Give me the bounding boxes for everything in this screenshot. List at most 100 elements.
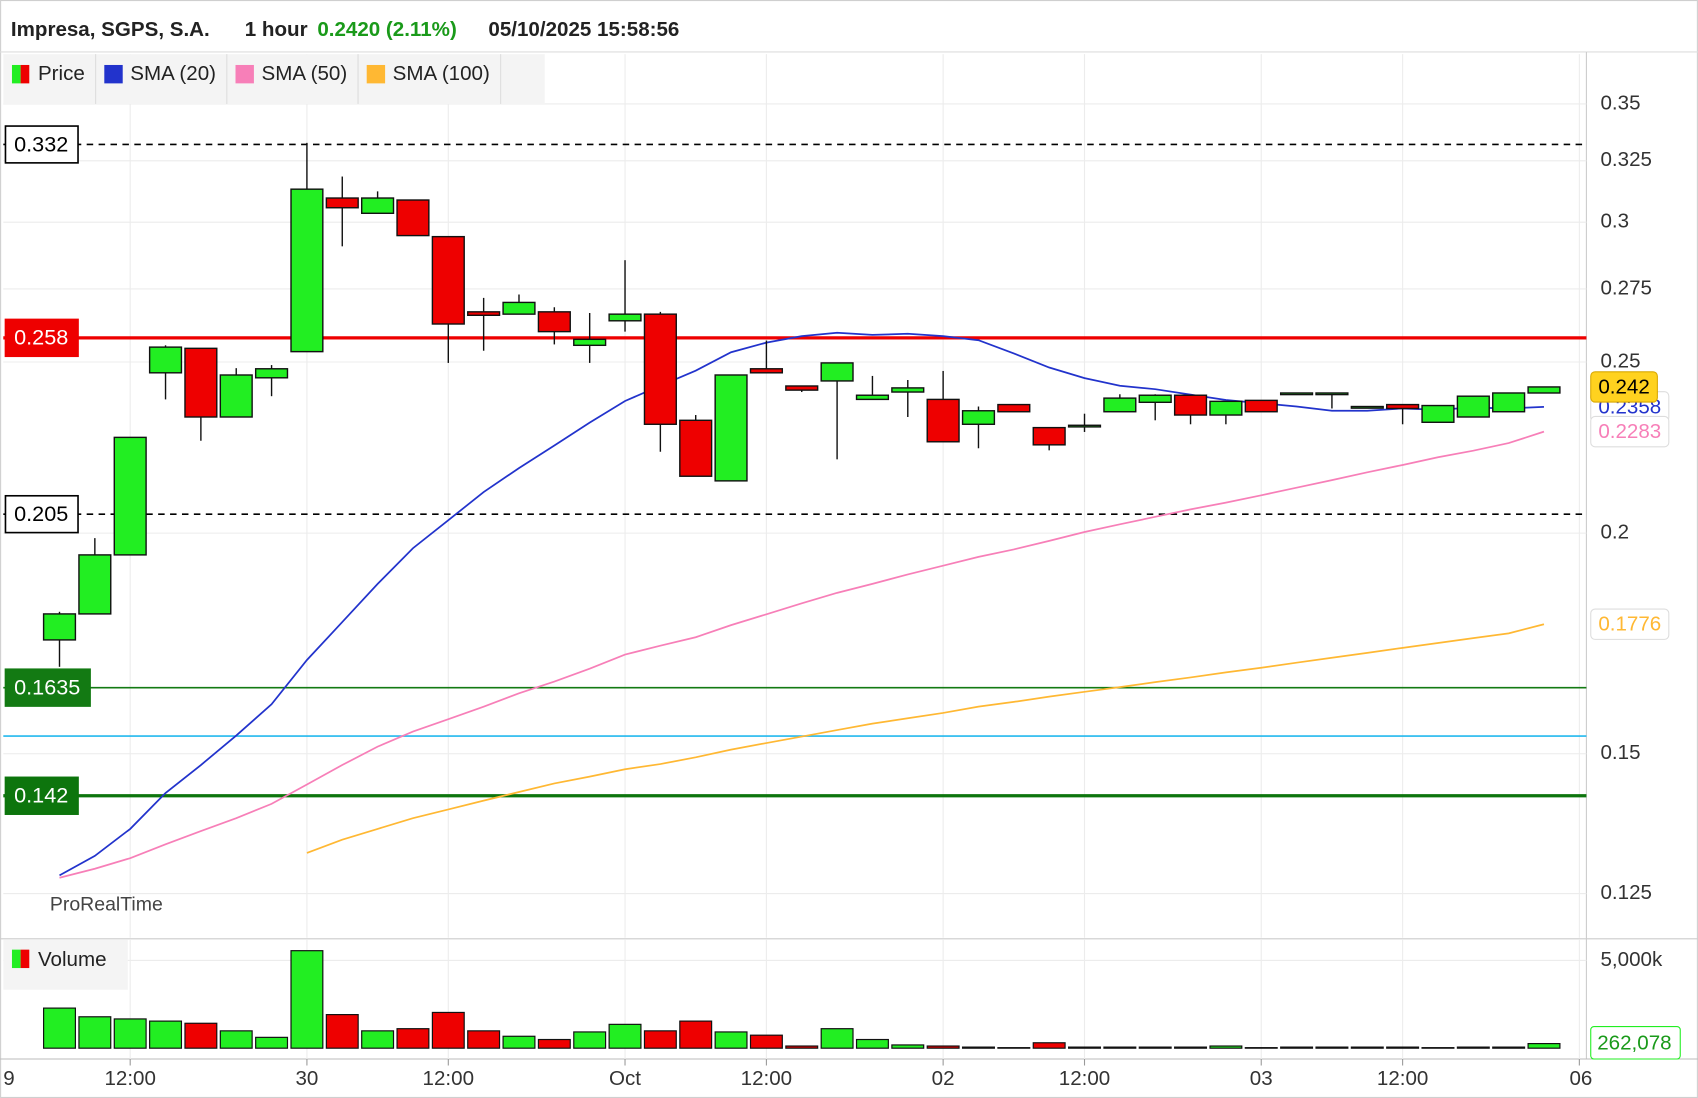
candle-body [573,338,607,347]
volume-bar [255,1036,289,1049]
y-tick-label: 0.3 [1600,210,1629,233]
candle-body [78,554,112,615]
candle-body [1209,400,1243,416]
candle-body [1032,426,1066,446]
volume-bar [891,1044,925,1049]
volume-bar [855,1038,889,1049]
volume-bar [1527,1042,1561,1049]
volume-bars [42,950,1561,1049]
volume-bar [184,1022,218,1049]
legend-swatch [366,64,386,84]
candle-body [1456,395,1490,418]
sma-line [59,331,1545,877]
volume-bar [926,1045,960,1049]
x-tick-label: 06 [1569,1067,1592,1090]
legend-swatch [20,64,30,84]
candle-body [891,387,925,393]
candle-body [1492,392,1526,413]
legend-label: Volume [38,948,107,971]
x-tick-label: Oct [609,1067,641,1090]
candle-body [643,313,677,425]
header: Impresa, SGPS, S.A. 1 hour 0.2420 (2.11%… [11,18,679,41]
candle-body [820,362,854,382]
price-tag [1590,371,1658,403]
level-tag [4,776,79,815]
level-tag [4,125,79,164]
y-tick-label: 0.275 [1600,276,1651,299]
volume-bar [78,1016,112,1049]
volume-bar [1244,1047,1278,1049]
volume-bar [1032,1042,1066,1049]
level-tag [4,668,91,707]
y-tick-label: 0.2 [1600,521,1629,544]
candle-body [1421,404,1455,423]
volume-bar [396,1028,430,1049]
volume-bar [1386,1046,1420,1049]
candle-body [254,368,289,379]
price-tag-label: 0.1776 [1598,613,1661,636]
volume-bar [961,1046,995,1049]
volume-bar [997,1047,1031,1049]
volume-bar [1421,1047,1455,1049]
change: 0.2420 (2.11%) [317,18,456,41]
y-tick-label: 0.325 [1600,148,1651,171]
volume-bar [42,1007,77,1049]
candle-body [148,346,183,374]
level-label: 0.332 [14,131,68,156]
volume-label: 262,078 [1597,1031,1671,1054]
volume-bar [608,1023,642,1049]
level-tag [4,494,79,534]
candle-body [1386,403,1420,410]
candle-body [785,385,819,391]
x-tick-label: 03 [1250,1067,1273,1090]
y-tick-label: 0.125 [1600,881,1651,904]
sma-line [306,623,1545,854]
x-tick-label: 9 [3,1067,14,1090]
candle-body [1279,392,1314,396]
legend-label: SMA (50) [261,62,347,85]
legend-swatch [104,64,123,84]
candle-body [1350,405,1384,409]
level-tag [4,318,79,358]
grid: 0.125 0.15 0.2 0.25 0.275 0.3 0.325 0.35 5,000k 9… [3,54,1663,1090]
volume-bar [1174,1046,1208,1049]
candle-body [608,313,642,322]
volume-bar [325,1014,359,1049]
sma-lines [59,331,1545,879]
candle-body [961,410,996,425]
legend-swatch [235,64,254,84]
volume-bar [290,950,324,1049]
x-tick-label: 02 [932,1067,955,1090]
volume-bar [1492,1046,1526,1049]
candle-body [42,613,77,641]
volume-bar [113,1018,147,1049]
x-tick-label: 30 [295,1067,318,1090]
x-tick-label: 12:00 [1377,1067,1428,1090]
candle-body [1315,392,1349,396]
y-tick-label: 5,000k [1600,948,1662,971]
volume-bar [361,1030,395,1049]
level-label: 0.205 [14,501,68,526]
candle-body [714,374,748,482]
volume-bar [219,1030,253,1049]
timestamp: 05/10/2025 15:58:56 [488,18,679,41]
x-tick-label: 12:00 [1059,1067,1110,1090]
x-tick-label: 12:00 [104,1067,155,1090]
volume-bar [679,1020,713,1049]
volume-bar [1068,1046,1102,1049]
candle-body [997,403,1031,413]
candle-body [926,398,960,443]
legend-label: Price [38,62,85,85]
candle-body [467,311,501,316]
title: Impresa, SGPS, S.A. [11,18,210,41]
volume-bar [643,1030,677,1049]
y-tick-label: 0.15 [1600,741,1640,764]
tags: 0.3320.2580.2050.16350.142262,0780.23580… [4,125,1681,1060]
volume-bar [573,1031,607,1049]
volume-tag [1590,1025,1681,1060]
legend-label: SMA (20) [130,62,216,85]
level-label: 0.258 [14,325,68,350]
levels [3,143,1587,798]
candle-body [396,199,430,237]
